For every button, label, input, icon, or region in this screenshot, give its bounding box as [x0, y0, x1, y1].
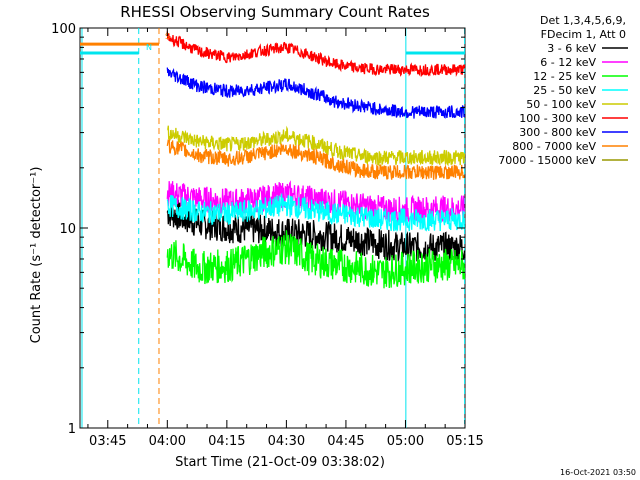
x-tick-label: 05:15 [446, 434, 483, 449]
series-line [166, 192, 466, 233]
x-tick-label: 04:30 [268, 434, 305, 449]
y-axis: 1 10 100 [51, 22, 465, 437]
x-tick-label: 04:45 [327, 434, 364, 449]
x-axis: 03:45 04:00 04:15 04:30 04:45 05:00 05:15 [87, 28, 484, 449]
y-tick-label: 1 [68, 422, 76, 437]
series-line [166, 199, 466, 263]
legend-label: 7000 - 15000 keV [498, 154, 596, 167]
legend-label: 6 - 12 keV [540, 56, 596, 69]
legend-label: 25 - 50 keV [533, 84, 596, 97]
series-line [166, 230, 466, 289]
legend-header-line2: FDecim 1, Att 0 [541, 28, 626, 41]
x-tick-label: 03:45 [89, 434, 126, 449]
x-tick-label: 04:00 [149, 434, 186, 449]
generation-date: 16-Oct-2021 03:50 [560, 468, 636, 477]
x-tick-label: 04:15 [208, 434, 245, 449]
legend-label: 50 - 100 keV [526, 98, 596, 111]
series-line [166, 67, 466, 119]
legend-header-line1: Det 1,3,4,5,6,9, [540, 14, 626, 27]
plot-area: N S [79, 27, 466, 429]
saa-flag-label: S [165, 32, 170, 41]
y-tick-label: 100 [51, 22, 76, 37]
y-axis-label: Count Rate (s⁻¹ detector⁻¹) [29, 167, 44, 344]
night-flag-label: N [146, 43, 152, 52]
series-line [166, 139, 465, 180]
chart-title: RHESSI Observing Summary Count Rates [120, 3, 430, 21]
series-line [167, 125, 466, 167]
legend-label: 12 - 25 keV [533, 70, 596, 83]
y-tick-label: 10 [59, 222, 76, 237]
series-line [166, 31, 466, 78]
x-axis-label: Start Time (21-Oct-09 03:38:02) [175, 455, 385, 470]
x-tick-label: 05:00 [387, 434, 424, 449]
legend-label: 3 - 6 keV [547, 42, 596, 55]
series-layer [166, 31, 466, 289]
flag-bars [80, 42, 465, 55]
legend: Det 1,3,4,5,6,9, FDecim 1, Att 0 3 - 6 k… [498, 14, 628, 167]
legend-label: 300 - 800 keV [519, 126, 596, 139]
legend-label: 100 - 300 keV [519, 112, 596, 125]
legend-label: 800 - 7000 keV [512, 140, 596, 153]
